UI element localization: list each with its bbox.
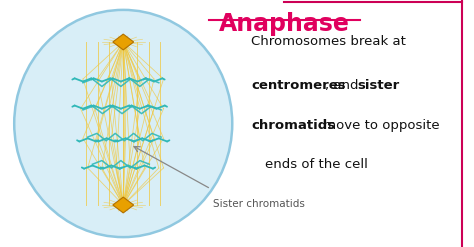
Text: , and: , and: [325, 79, 363, 92]
Text: chromatids: chromatids: [251, 119, 335, 132]
Text: sister: sister: [358, 79, 400, 92]
Text: Chromosomes break at: Chromosomes break at: [251, 35, 406, 48]
Text: centromeres: centromeres: [251, 79, 346, 92]
Text: ends of the cell: ends of the cell: [265, 158, 368, 171]
Ellipse shape: [14, 10, 232, 237]
Text: move to opposite: move to opposite: [319, 119, 439, 132]
Text: Sister chromatids: Sister chromatids: [213, 199, 305, 209]
Polygon shape: [113, 34, 134, 50]
Text: Anaphase: Anaphase: [219, 12, 350, 36]
Polygon shape: [113, 197, 134, 213]
